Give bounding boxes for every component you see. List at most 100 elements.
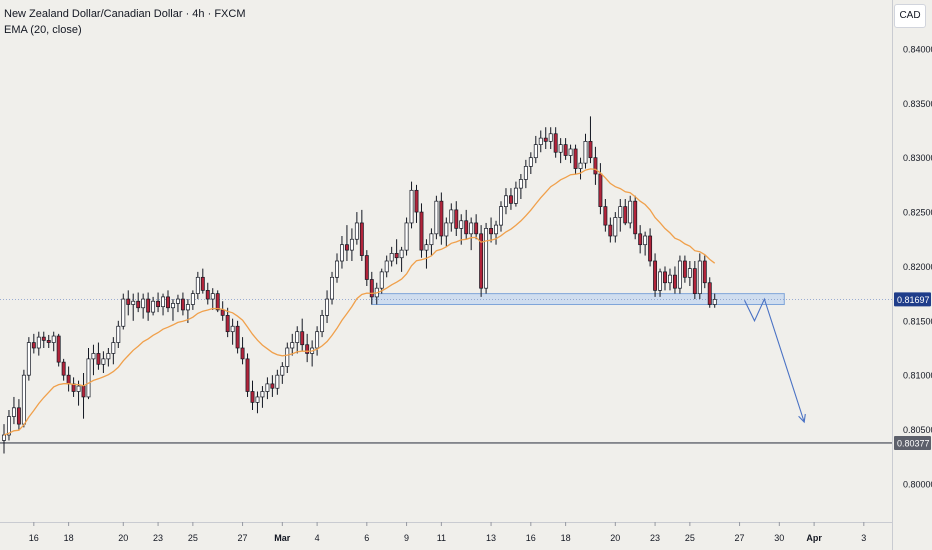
candle <box>707 277 712 308</box>
candle <box>593 146 598 185</box>
candle <box>285 342 290 374</box>
candle-body <box>449 209 454 224</box>
candle <box>484 222 489 294</box>
candle <box>523 159 528 189</box>
currency-button[interactable]: CAD <box>894 4 926 28</box>
candle-body <box>593 157 598 175</box>
candle-body <box>697 260 702 294</box>
candle <box>553 127 558 158</box>
x-tick-label: 6 <box>364 533 369 543</box>
candle-body <box>668 274 672 284</box>
candle-body <box>464 220 469 235</box>
candle <box>404 217 409 256</box>
candle-body <box>265 383 270 392</box>
candle <box>528 152 533 174</box>
candle <box>379 268 384 294</box>
candle <box>558 138 563 164</box>
candle <box>504 188 508 215</box>
candle-body <box>111 342 116 354</box>
candle-body <box>588 141 593 159</box>
candle-body <box>300 331 305 346</box>
candle-body <box>195 276 200 294</box>
candle-body <box>146 298 151 313</box>
candle-body <box>508 195 513 204</box>
indicator-label[interactable]: EMA (20, close) <box>4 24 82 36</box>
candle <box>543 127 548 149</box>
candle <box>66 366 71 392</box>
candle-body <box>225 315 230 333</box>
candle-body <box>573 148 578 169</box>
candle <box>250 380 255 410</box>
candle-body <box>240 347 245 360</box>
candle <box>573 144 578 174</box>
candle-body <box>86 358 91 398</box>
level-price-tag-bg <box>894 435 931 450</box>
candle <box>687 261 692 287</box>
symbol-title[interactable]: New Zealand Dollar/Canadian Dollar · 4h … <box>4 8 246 20</box>
candle-body <box>156 300 161 308</box>
candle-body <box>280 366 285 376</box>
candle <box>280 362 285 384</box>
candle-body <box>101 358 106 365</box>
candle <box>121 293 126 330</box>
candle-body <box>7 416 11 436</box>
candle <box>682 255 687 283</box>
horizontal-level-layer <box>0 298 892 444</box>
candle-body <box>434 200 439 235</box>
support-zone-layer <box>371 293 785 305</box>
x-tick-label: 25 <box>188 533 198 543</box>
candle <box>414 184 419 223</box>
candle <box>429 228 434 256</box>
candle <box>46 334 51 348</box>
candle <box>7 409 11 441</box>
candle <box>315 326 320 356</box>
candle-body <box>255 396 260 403</box>
candle <box>598 163 603 215</box>
candle-body <box>305 344 310 354</box>
candle <box>51 331 56 352</box>
x-tick-label: 18 <box>64 533 74 543</box>
candle <box>399 246 404 272</box>
candle-body <box>176 298 180 304</box>
candle <box>141 293 146 319</box>
candle-body <box>56 335 61 363</box>
candle-body <box>180 298 185 311</box>
candle <box>424 239 429 269</box>
candle <box>508 188 513 210</box>
candle <box>439 192 444 245</box>
candle <box>340 235 344 269</box>
candle <box>697 253 702 300</box>
candle <box>658 268 662 297</box>
candle <box>265 377 270 400</box>
candle-body <box>121 298 126 327</box>
candle-body <box>568 148 573 156</box>
candle-body <box>210 293 215 300</box>
candle-body <box>459 220 464 229</box>
candle <box>275 369 280 395</box>
candle-body <box>364 255 369 280</box>
candle-body <box>245 358 250 392</box>
candle-body <box>340 244 344 262</box>
candle <box>205 282 210 305</box>
candle <box>712 293 717 308</box>
candle-body <box>41 336 46 341</box>
candle-body <box>185 304 190 311</box>
candle-body <box>76 385 81 392</box>
candle-body <box>260 391 265 398</box>
candle-body <box>349 238 354 251</box>
candle <box>692 261 697 300</box>
chart-legend: New Zealand Dollar/Canadian Dollar · 4h … <box>4 6 245 38</box>
candle-body <box>116 325 121 343</box>
candle-body <box>707 282 712 305</box>
candle-body <box>250 391 255 403</box>
candle <box>146 292 151 321</box>
candle <box>464 209 469 240</box>
candle-body <box>131 300 136 305</box>
candle-body <box>66 374 71 385</box>
candle-body <box>518 179 523 189</box>
